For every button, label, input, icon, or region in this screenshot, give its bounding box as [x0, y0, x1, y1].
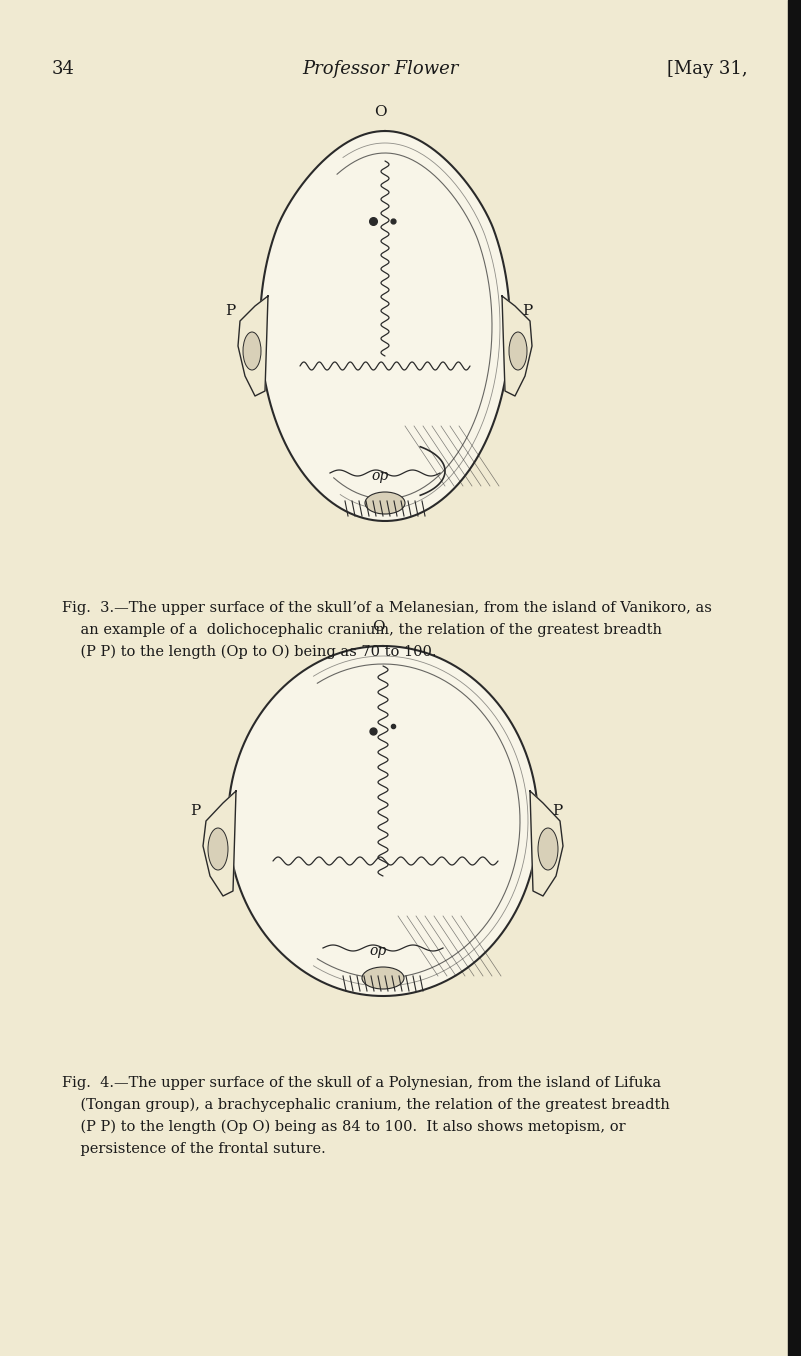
Text: op: op: [372, 469, 388, 483]
Text: (Tongan group), a brachycephalic cranium, the relation of the greatest breadth: (Tongan group), a brachycephalic cranium…: [62, 1098, 670, 1112]
Polygon shape: [228, 645, 538, 997]
Text: persistence of the frontal suture.: persistence of the frontal suture.: [62, 1142, 326, 1157]
Polygon shape: [260, 132, 510, 521]
Text: (P P) to the length (Op O) being as 84 to 100.  It also shows metopism, or: (P P) to the length (Op O) being as 84 t…: [62, 1120, 626, 1135]
Text: O: O: [372, 620, 384, 635]
Text: an example of a  dolichocephalic cranium, the relation of the greatest breadth: an example of a dolichocephalic cranium,…: [62, 622, 662, 637]
Ellipse shape: [243, 332, 261, 370]
Text: P: P: [225, 304, 235, 319]
Ellipse shape: [509, 332, 527, 370]
Text: P: P: [522, 304, 532, 319]
Text: [May 31,: [May 31,: [667, 60, 748, 79]
Text: Fig.  3.—The upper surface of the skullʼof a Melanesian, from the island of Vani: Fig. 3.—The upper surface of the skullʼo…: [62, 601, 712, 616]
Ellipse shape: [538, 829, 558, 871]
Text: (P P) to the length (Op to O) being as 70 to 100.: (P P) to the length (Op to O) being as 7…: [62, 645, 437, 659]
Text: O: O: [374, 104, 386, 119]
Ellipse shape: [365, 492, 405, 514]
Polygon shape: [502, 296, 532, 396]
Ellipse shape: [208, 829, 228, 871]
Text: P: P: [190, 804, 200, 818]
Text: op: op: [369, 944, 387, 957]
Ellipse shape: [362, 967, 404, 989]
Polygon shape: [238, 296, 268, 396]
Text: P: P: [552, 804, 562, 818]
Polygon shape: [203, 791, 236, 896]
Text: Professor Flower: Professor Flower: [302, 60, 458, 79]
Polygon shape: [530, 791, 563, 896]
Text: Fig.  4.—The upper surface of the skull of a Polynesian, from the island of Lifu: Fig. 4.—The upper surface of the skull o…: [62, 1077, 661, 1090]
Text: 34: 34: [52, 60, 74, 79]
